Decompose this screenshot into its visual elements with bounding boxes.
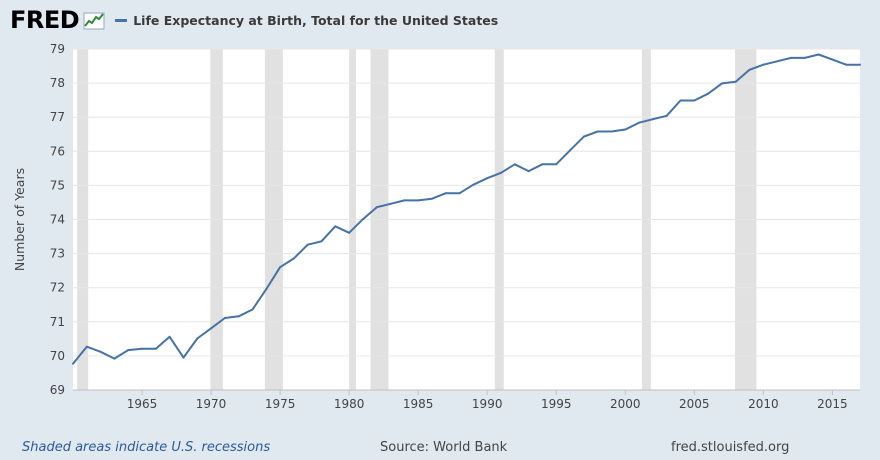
- data-point: [817, 53, 820, 56]
- y-tick-label: 69: [50, 383, 65, 397]
- data-point: [831, 58, 834, 61]
- data-point: [265, 288, 268, 291]
- data-point: [693, 99, 696, 102]
- data-point: [486, 177, 489, 180]
- data-point: [168, 335, 171, 338]
- data-point: [596, 130, 599, 133]
- y-tick-label: 79: [50, 42, 65, 56]
- data-point: [500, 171, 503, 174]
- header: FRED Life Expectancy at Birth, Total for…: [10, 6, 498, 34]
- fred-logo[interactable]: FRED: [10, 6, 80, 34]
- data-point: [624, 128, 627, 131]
- x-tick-label: 1990: [472, 397, 503, 411]
- data-point: [707, 92, 710, 95]
- data-point: [127, 349, 130, 352]
- data-point: [251, 308, 254, 311]
- chart-logo-icon: [83, 12, 105, 30]
- legend-label: Life Expectancy at Birth, Total for the …: [133, 12, 499, 28]
- data-point: [430, 197, 433, 200]
- y-tick-label: 77: [50, 110, 65, 124]
- x-tick-label: 1965: [127, 397, 158, 411]
- y-tick-label: 74: [50, 213, 65, 227]
- x-tick-label: 1970: [196, 397, 227, 411]
- y-tick-label: 73: [50, 247, 65, 261]
- data-point: [665, 114, 668, 117]
- data-point: [85, 345, 88, 348]
- x-tick-label: 1985: [403, 397, 434, 411]
- data-point: [845, 63, 848, 66]
- series-line: [72, 53, 860, 365]
- data-point: [154, 347, 157, 350]
- data-point: [348, 231, 351, 234]
- data-point: [113, 357, 116, 360]
- x-tick-label: 1975: [265, 397, 296, 411]
- x-tick-label: 2000: [610, 397, 641, 411]
- x-tick-label: 1980: [334, 397, 365, 411]
- y-axis-label: Number of Years: [12, 168, 27, 271]
- y-tick-label: 75: [50, 178, 65, 192]
- data-point: [237, 315, 240, 318]
- data-point: [403, 199, 406, 202]
- data-point: [651, 118, 654, 121]
- line-chart: 69 70 71 72 73 74 75 76 77 78 79 1965 1970 1975 1980 19…: [12, 42, 861, 411]
- data-point: [720, 82, 723, 85]
- data-point: [638, 121, 641, 124]
- legend-swatch: [115, 18, 128, 22]
- data-point: [762, 63, 765, 66]
- data-point: [375, 206, 378, 209]
- y-tick-label: 70: [50, 349, 65, 363]
- data-point: [99, 350, 102, 353]
- data-point: [472, 183, 475, 186]
- data-point: [610, 130, 613, 133]
- data-point: [541, 163, 544, 166]
- x-tick-label: 2010: [748, 397, 779, 411]
- data-point: [417, 199, 420, 202]
- data-point: [320, 240, 323, 243]
- data-point: [141, 347, 144, 350]
- legend: Life Expectancy at Birth, Total for the …: [115, 13, 498, 28]
- data-point: [679, 99, 682, 102]
- y-tick-label: 71: [50, 315, 65, 329]
- x-tick-label: 2005: [679, 397, 710, 411]
- data-point: [569, 149, 572, 152]
- y-tick-label: 78: [50, 76, 65, 90]
- data-point: [458, 192, 461, 195]
- data-point: [513, 163, 516, 166]
- data-point: [279, 266, 282, 269]
- data-point: [582, 135, 585, 138]
- data-point: [789, 56, 792, 59]
- data-point: [555, 163, 558, 166]
- data-point: [334, 225, 337, 228]
- data-point: [389, 202, 392, 205]
- data-point: [444, 192, 447, 195]
- data-point: [748, 68, 751, 71]
- source-label[interactable]: Source: World Bank: [380, 440, 508, 455]
- data-point: [223, 317, 226, 320]
- data-point: [361, 218, 364, 221]
- y-tick-label: 76: [50, 144, 65, 158]
- x-tick-label: 2015: [817, 397, 848, 411]
- data-point: [292, 257, 295, 260]
- data-point: [182, 356, 185, 359]
- data-point: [210, 327, 213, 330]
- data-point: [776, 60, 779, 63]
- data-point: [527, 170, 530, 173]
- site-link[interactable]: fred.stlouisfed.org: [671, 440, 790, 455]
- data-point: [306, 243, 309, 246]
- data-point: [734, 80, 737, 83]
- data-point: [803, 56, 806, 59]
- data-point: [859, 63, 861, 66]
- x-tick-label: 1995: [541, 397, 572, 411]
- y-tick-label: 72: [50, 281, 65, 295]
- data-point: [72, 362, 74, 365]
- data-point: [196, 337, 199, 340]
- recession-note[interactable]: Shaded areas indicate U.S. recessions: [22, 440, 271, 455]
